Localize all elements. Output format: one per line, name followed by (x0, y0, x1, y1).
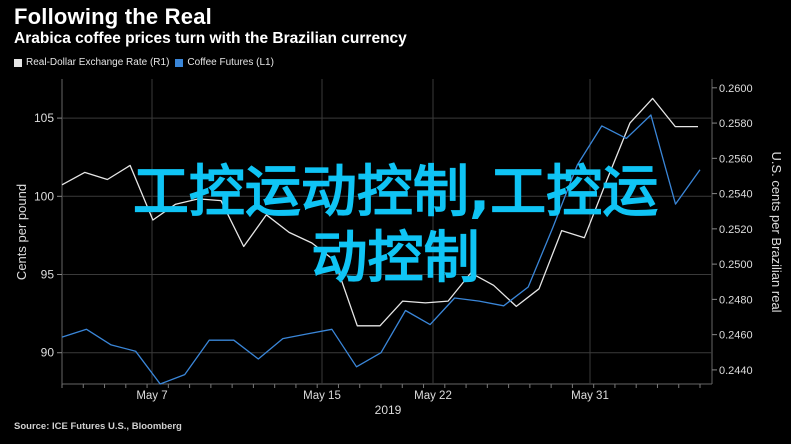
left-tick-label: 90 (41, 346, 55, 360)
x-axis-year-label: 2019 (375, 403, 402, 417)
legend-swatch-exchange-rate (14, 58, 22, 67)
right-tick-label: 0.2540 (719, 189, 753, 201)
right-tick-label: 0.2460 (719, 330, 753, 342)
legend-swatch-coffee-futures (175, 58, 184, 67)
legend-label-exchange-rate: Real-Dollar Exchange Rate (R1) (26, 57, 170, 68)
right-axis-title: U.S. cents per Brazilian real (769, 151, 784, 312)
chart-subtitle: Arabica coffee prices turn with the Braz… (14, 30, 407, 47)
legend-item-exchange-rate: Real-Dollar Exchange Rate (R1) (14, 57, 169, 68)
x-tick-label: May 31 (571, 390, 609, 402)
left-tick-label: 105 (34, 111, 54, 125)
right-tick-label: 0.2600 (719, 83, 753, 95)
overlay-line-2: 动控制 (311, 226, 480, 291)
right-tick-label: 0.2440 (719, 365, 753, 377)
left-tick-label: 95 (41, 268, 55, 282)
legend: Real-Dollar Exchange Rate (R1) Coffee Fu… (14, 57, 274, 68)
right-tick-label: 0.2480 (719, 294, 753, 306)
left-axis-title: Cents per pound (14, 184, 29, 280)
x-tick-label: May 15 (303, 390, 341, 402)
x-tick-label: May 22 (414, 390, 452, 402)
chart-title: Following the Real (14, 4, 212, 29)
right-tick-label: 0.2560 (719, 153, 753, 165)
series-line-exchange-rate (61, 97, 698, 327)
overlay-line-1: 工控运动控制,工控运 (132, 160, 659, 225)
x-tick-label: May 7 (136, 390, 167, 402)
right-tick-label: 0.2500 (719, 259, 753, 271)
legend-item-coffee-futures: Coffee Futures (L1) (175, 57, 274, 68)
series-line-coffee-futures (61, 114, 701, 385)
left-tick-label: 100 (34, 189, 54, 203)
legend-label-coffee-futures: Coffee Futures (L1) (187, 57, 274, 68)
source-note: Source: ICE Futures U.S., Bloomberg (14, 421, 182, 432)
right-tick-label: 0.2520 (719, 224, 753, 236)
watermark-overlay-text: 工控运动控制,工控运 动控制 (0, 160, 791, 292)
right-tick-label: 0.2580 (719, 118, 753, 130)
